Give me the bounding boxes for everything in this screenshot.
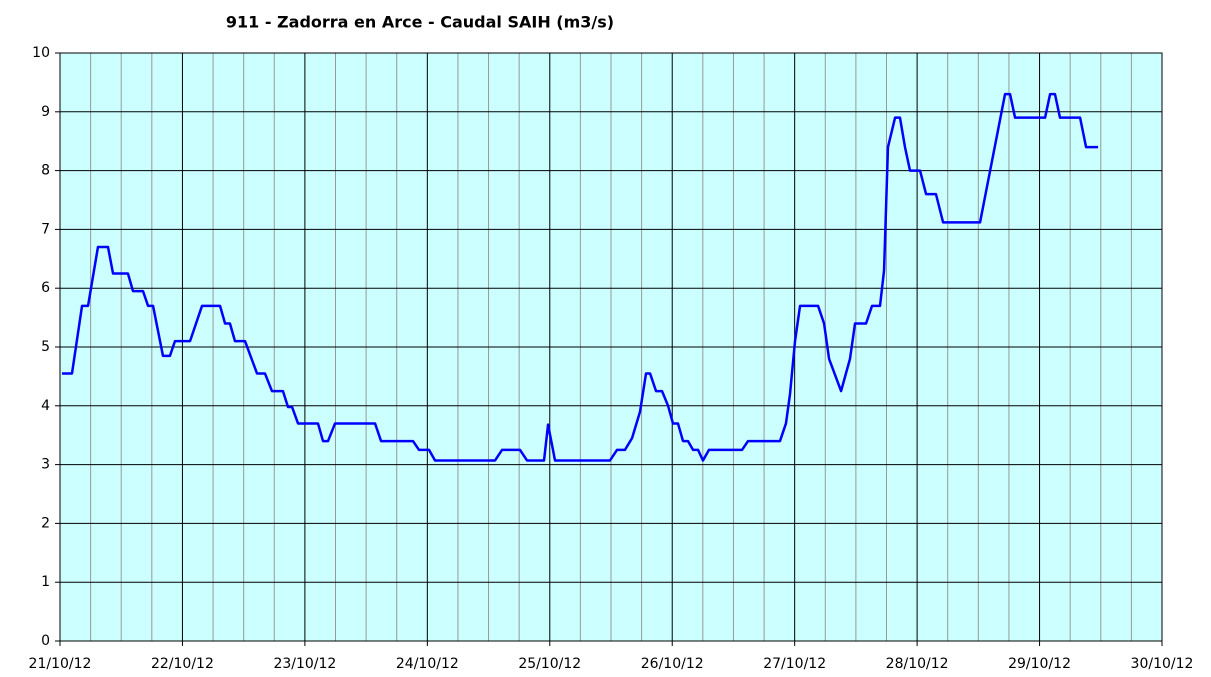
x-tick-label: 21/10/12 bbox=[29, 656, 92, 672]
x-tick-label: 24/10/12 bbox=[396, 656, 459, 672]
x-tick-label: 25/10/12 bbox=[518, 656, 581, 672]
x-tick-label: 28/10/12 bbox=[886, 656, 949, 672]
x-tick-label: 30/10/12 bbox=[1131, 656, 1194, 672]
y-tick-label: 7 bbox=[41, 221, 50, 237]
y-tick-label: 6 bbox=[41, 280, 50, 296]
y-tick-label: 3 bbox=[41, 457, 50, 473]
y-tick-label: 1 bbox=[41, 574, 50, 590]
plot-border bbox=[59, 52, 1163, 642]
y-tick-label: 9 bbox=[41, 104, 50, 120]
y-tick-label: 2 bbox=[41, 515, 50, 531]
x-tick-label: 27/10/12 bbox=[763, 656, 826, 672]
y-tick-label: 8 bbox=[41, 163, 50, 179]
chart-title: 911 - Zadorra en Arce - Caudal SAIH (m3/… bbox=[226, 13, 614, 32]
x-tick-label: 29/10/12 bbox=[1008, 656, 1071, 672]
y-tick-label: 10 bbox=[32, 45, 50, 61]
y-tick-label: 4 bbox=[41, 398, 50, 414]
y-tick-label: 0 bbox=[41, 633, 50, 649]
x-tick-label: 26/10/12 bbox=[641, 656, 704, 672]
y-tick-label: 5 bbox=[41, 339, 50, 355]
x-tick-label: 22/10/12 bbox=[151, 656, 214, 672]
x-tick-label: 23/10/12 bbox=[273, 656, 336, 672]
data-line bbox=[61, 92, 1099, 462]
